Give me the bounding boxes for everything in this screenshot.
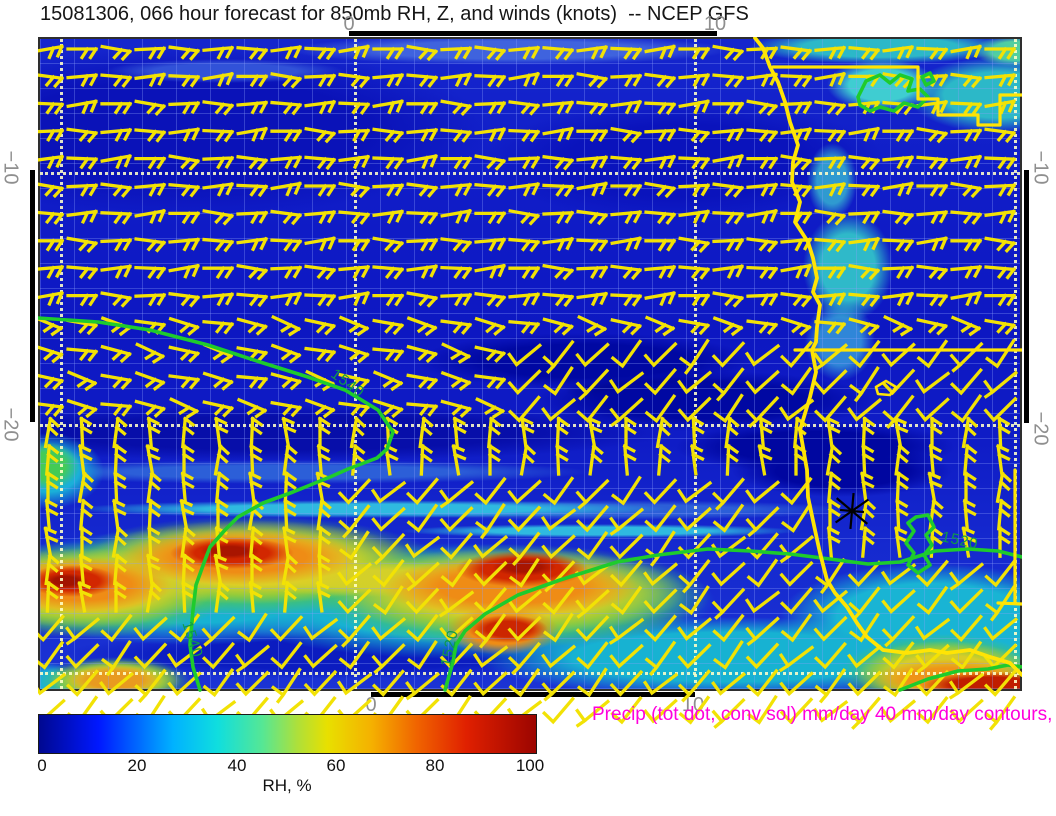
axis-degree-bar-bottom (371, 692, 695, 697)
axis-degree-bar-right (1024, 170, 1029, 423)
gridline-lon-0 (354, 39, 357, 689)
x-tick-top-10: 10 (703, 13, 727, 35)
y-tick-right-m10: −10 (1029, 150, 1052, 185)
y-tick-left-m10: −10 (0, 150, 22, 185)
y-tick-right-m20: −20 (1029, 411, 1052, 446)
x-tick-top-0: 0 (343, 13, 355, 35)
gridline-lon-20 (1014, 39, 1017, 689)
map-plot-area: 1540 1540 1520 1520 (38, 37, 1022, 731)
wind-barb (541, 696, 576, 725)
colorbar-tick-20: 20 (127, 756, 147, 775)
gridline-lat-m10 (40, 172, 1020, 175)
colorbar-tick-60: 60 (326, 756, 346, 775)
gridline-lon-10 (694, 39, 697, 689)
colorbar-tick-0: 0 (37, 756, 47, 775)
precip-annotation: Precip (tot dot, conv sol) mm/day 40 mm/… (592, 704, 1053, 725)
axis-degree-bar-top (349, 31, 717, 36)
colorbar-tick-80: 80 (425, 756, 445, 775)
gridline-lon-minus (60, 39, 63, 689)
axis-degree-bar-left (30, 170, 35, 422)
colorbar-label: RH, % (262, 776, 312, 795)
colorbar-gradient (38, 714, 537, 754)
gridline-lat-m20 (40, 424, 1020, 427)
gridline-lat-m30 (40, 672, 1020, 675)
colorbar-tick-100: 100 (515, 756, 545, 775)
rh-shaded-field (38, 37, 1022, 691)
y-tick-left-m20: −20 (0, 407, 22, 442)
page-title: 15081306, 066 hour forecast for 850mb RH… (40, 3, 749, 25)
colorbar-tick-40: 40 (227, 756, 247, 775)
